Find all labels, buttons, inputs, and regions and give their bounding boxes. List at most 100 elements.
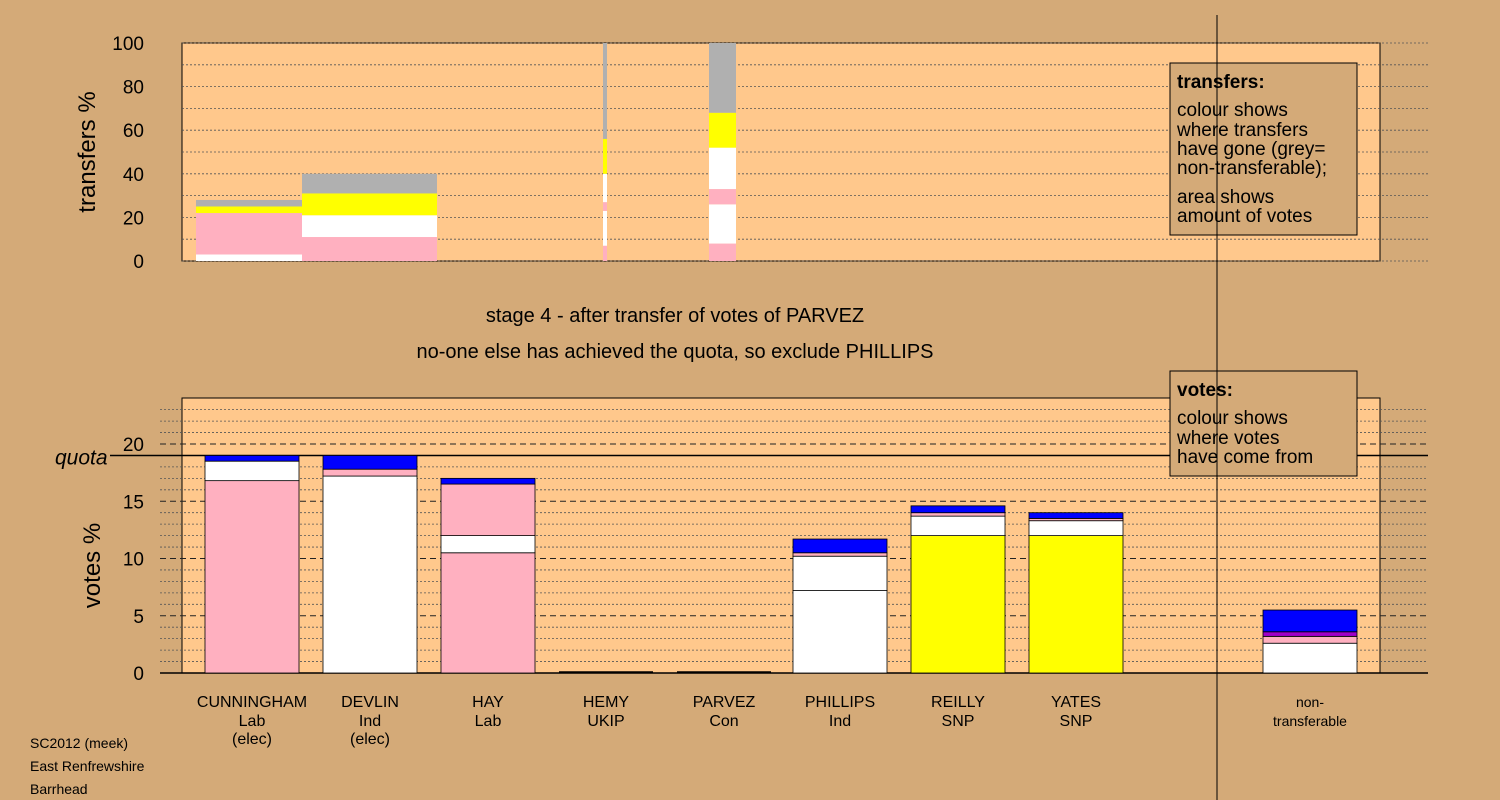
transfers-legend-box — [1169, 62, 1358, 236]
vote-bar-segment — [322, 475, 418, 674]
vote-bar-segment — [910, 535, 1006, 674]
transfers-y-tick-label: 100 — [112, 34, 144, 55]
quota-label: quota — [55, 446, 108, 469]
transfer-bar-segment — [603, 245, 607, 261]
vote-bar-segment — [204, 460, 300, 482]
vote-bar-segment — [792, 552, 888, 557]
candidate-party-label: Lab — [475, 713, 502, 730]
transfers-panel: 0 20 40 60 80 100 transfers % transfers: colour … — [74, 34, 1428, 273]
stage-title: stage 4 - after transfer of votes of PAR… — [486, 305, 864, 327]
transfer-bar-segment — [302, 173, 437, 194]
transfer-bar-segment — [603, 138, 607, 174]
vote-bar-segment — [440, 535, 536, 554]
votes-legend-title: votes: — [1177, 380, 1233, 401]
vote-bar-segment — [1262, 642, 1358, 674]
transfer-bar-segment — [709, 147, 736, 190]
vote-bar-segment — [204, 455, 300, 462]
vote-bar-segment — [792, 590, 888, 674]
vote-bar-segment — [440, 477, 536, 485]
transfers-y-tick-label: 20 — [123, 208, 144, 229]
transfers-legend-line: amount of votes — [1177, 206, 1312, 227]
candidate-note-label: (elec) — [350, 731, 390, 748]
votes-y-axis-label: votes % — [79, 523, 106, 608]
vote-bar-segment — [910, 512, 1006, 517]
transfer-bar-segment — [196, 213, 307, 255]
candidate-name-label: REILLY — [931, 694, 985, 711]
transfer-bar-segment — [302, 215, 437, 238]
vote-bar-segment — [792, 538, 888, 554]
candidate-name-label: non- — [1296, 694, 1324, 710]
vote-bar-segment — [204, 480, 300, 674]
candidate-name-label: HAY — [472, 694, 504, 711]
footer-line-1: SC2012 (meek) — [30, 735, 128, 751]
transfer-bar-segment — [302, 193, 437, 216]
candidate-name-label: DEVLIN — [341, 694, 399, 711]
candidate-party-label: UKIP — [587, 713, 624, 730]
transfers-y-tick-label: 0 — [133, 252, 144, 273]
vote-bar-segment — [1028, 512, 1124, 519]
votes-y-tick-label: 5 — [133, 607, 144, 628]
votes-legend-line: where votes — [1176, 428, 1279, 449]
footer-line-2: East Renfrewshire — [30, 758, 145, 774]
transfer-bar-segment — [603, 43, 607, 139]
transfer-bar-segment — [603, 173, 607, 203]
vote-bar-segment — [440, 483, 536, 537]
transfer-bar-segment — [709, 112, 736, 148]
transfers-legend-line: have gone (grey= — [1177, 139, 1325, 160]
votes-legend-box — [1169, 370, 1358, 477]
votes-y-tick-label: 20 — [123, 435, 144, 456]
transfers-legend-line: area shows — [1177, 187, 1274, 208]
votes-y-tick-label: 0 — [133, 664, 144, 685]
transfers-y-axis-label: transfers % — [74, 91, 101, 212]
candidate-note-label: (elec) — [232, 731, 272, 748]
vote-bar-segment — [1028, 520, 1124, 537]
candidate-name-label: PHILLIPS — [805, 694, 875, 711]
transfer-bar-segment — [709, 204, 736, 244]
candidate-party-label: SNP — [942, 713, 975, 730]
candidate-name-label: PARVEZ — [693, 694, 756, 711]
transfer-bar-segment — [603, 202, 607, 211]
transfer-bar-segment — [603, 210, 607, 246]
candidate-name-label: HEMY — [583, 694, 630, 711]
stage-subtitle: no-one else has achieved the quota, so e… — [416, 341, 933, 363]
transfer-bar-segment — [709, 43, 736, 113]
vote-bar-segment — [1262, 631, 1358, 637]
vote-bar-segment — [792, 555, 888, 591]
candidate-party-label: SNP — [1060, 713, 1093, 730]
transfers-y-tick-label: 80 — [123, 78, 144, 99]
transfer-bar-segment — [196, 199, 307, 207]
vote-bar-segment — [322, 455, 418, 470]
vote-bar-segment — [1262, 635, 1358, 644]
votes-legend-line: colour shows — [1177, 408, 1288, 429]
votes-legend-line: have come from — [1177, 447, 1313, 468]
vote-bar-segment — [440, 552, 536, 674]
transfers-y-tick-label: 60 — [123, 121, 144, 142]
candidate-name-label: YATES — [1051, 694, 1101, 711]
transfers-legend-line: colour shows — [1177, 100, 1288, 121]
vote-bar-segment — [910, 505, 1006, 514]
vote-bar-segment — [910, 515, 1006, 537]
candidate-party-label: Ind — [359, 713, 381, 730]
candidate-party-label: Con — [709, 713, 738, 730]
candidate-name-label: CUNNINGHAM — [197, 694, 307, 711]
transfer-bar-segment — [302, 237, 437, 261]
transfers-legend-title: transfers: — [1177, 72, 1265, 93]
transfer-bar-segment — [709, 243, 736, 261]
transfer-bar-segment — [196, 206, 307, 214]
candidate-party-label: Lab — [239, 713, 266, 730]
vote-bar-segment — [1262, 609, 1358, 633]
vote-bar-segment — [322, 468, 418, 477]
transfers-legend-line: non-transferable); — [1177, 158, 1327, 179]
transfers-y-tick-label: 40 — [123, 165, 144, 186]
transfers-legend-line: where transfers — [1176, 120, 1308, 141]
footer-line-3: Barrhead — [30, 781, 88, 797]
transfer-bar-segment — [196, 254, 307, 261]
candidate-party-label: transferable — [1273, 713, 1347, 729]
votes-y-tick-label: 15 — [123, 492, 144, 513]
transfer-bar-segment — [709, 189, 736, 205]
candidate-party-label: Ind — [829, 713, 851, 730]
